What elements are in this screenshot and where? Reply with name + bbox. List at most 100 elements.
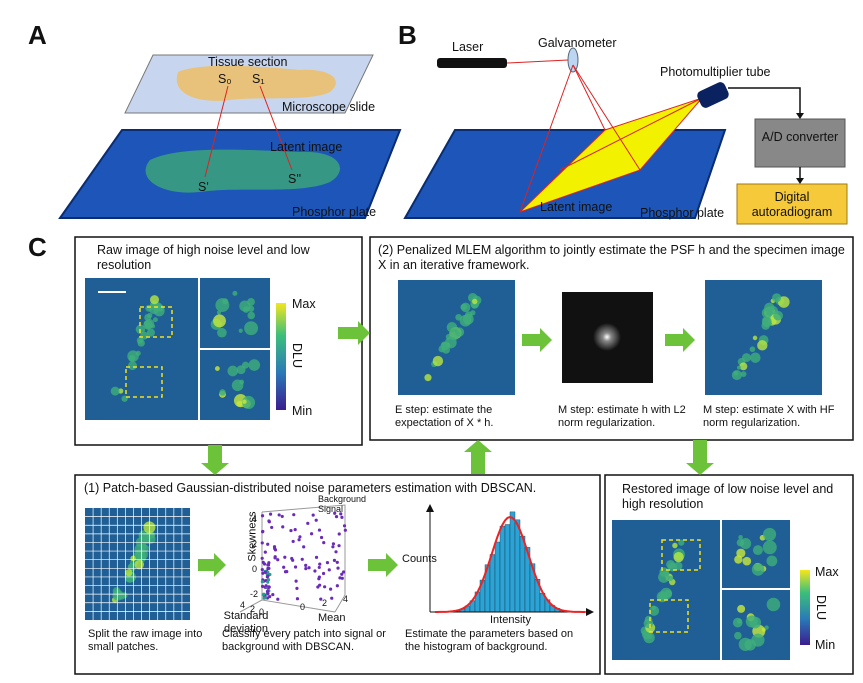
scatter-point xyxy=(337,544,340,547)
image-feature xyxy=(763,540,777,554)
scatter-point xyxy=(322,572,325,575)
label: Tissue section xyxy=(208,55,287,70)
image-feature xyxy=(733,618,743,628)
scatter-point xyxy=(322,541,325,544)
galvanometer xyxy=(568,48,578,72)
tick-label: 2 xyxy=(252,539,257,550)
tick-label: 0 xyxy=(259,607,264,618)
scatter-point xyxy=(261,580,264,583)
scatter-point xyxy=(342,570,345,573)
image-feature xyxy=(666,560,675,569)
image-feature xyxy=(215,298,229,312)
image-feature xyxy=(668,576,673,581)
scatter-point xyxy=(333,559,336,562)
scatter-point xyxy=(261,585,264,588)
image-feature xyxy=(674,552,684,562)
hist-bar xyxy=(495,542,500,612)
image-feature xyxy=(750,346,756,352)
scatter-point xyxy=(296,597,299,600)
image-feature xyxy=(773,311,783,321)
flow-arrow xyxy=(198,553,226,577)
image-feature xyxy=(153,317,158,322)
scatter-point xyxy=(261,514,264,517)
hist-bar xyxy=(520,536,525,612)
tick-label: 4 xyxy=(343,594,348,605)
image-feature xyxy=(753,336,758,341)
scatter-point xyxy=(266,574,269,577)
scatter-point xyxy=(289,529,292,532)
box-title: Restored image of low noise level and hi… xyxy=(622,482,842,512)
scatter-point xyxy=(282,566,285,569)
caption: M step: estimate h with L2 norm regulari… xyxy=(558,404,693,430)
psf-spot xyxy=(593,323,621,351)
scatter-point xyxy=(338,576,341,579)
image-feature xyxy=(737,366,741,370)
image-feature xyxy=(732,370,742,380)
scatter-point xyxy=(336,561,339,564)
photomultiplier-tube xyxy=(696,81,731,110)
flow-arrow xyxy=(201,445,229,475)
scatter-point xyxy=(267,519,270,522)
scatter-point xyxy=(290,557,293,560)
image-feature xyxy=(236,401,242,407)
scatter-point xyxy=(264,551,267,554)
scatter-point xyxy=(310,532,313,535)
scatter-point xyxy=(318,528,321,531)
label: Laser xyxy=(452,40,483,55)
figure-graphics xyxy=(0,0,863,683)
scatter-point xyxy=(312,513,315,516)
image-feature xyxy=(739,362,747,370)
scatter-point xyxy=(261,541,264,544)
image-feature xyxy=(143,320,153,330)
image-feature xyxy=(112,590,123,601)
flow-arrow xyxy=(522,328,552,352)
scatter-point xyxy=(265,584,268,587)
label: Latent image xyxy=(270,140,342,155)
caption: M step: estimate X with HF norm regulari… xyxy=(703,404,843,430)
image-feature xyxy=(433,356,443,366)
scatter-point xyxy=(281,515,284,518)
laser-beam xyxy=(507,60,568,63)
scatter-point xyxy=(294,528,297,531)
image-feature xyxy=(137,549,148,560)
arrowhead xyxy=(796,113,804,119)
scatter-point xyxy=(326,561,329,564)
axis-label: Intensity xyxy=(490,614,531,627)
tick-label: 0 xyxy=(300,602,305,613)
image-feature xyxy=(752,563,765,576)
scatter-point xyxy=(331,545,334,548)
image-feature xyxy=(239,329,243,333)
scatter-point xyxy=(281,525,284,528)
scatter-point xyxy=(340,516,343,519)
image-feature xyxy=(767,598,781,612)
caption: Split the raw image into small patches. xyxy=(88,628,218,654)
label: Microscope slide xyxy=(282,100,375,115)
image-feature xyxy=(129,355,136,362)
image-feature xyxy=(227,366,238,377)
scatter-point xyxy=(313,569,316,572)
scatter-point xyxy=(264,596,267,599)
image-feature xyxy=(734,555,742,563)
image-feature xyxy=(232,291,237,296)
label: S₁ xyxy=(252,72,265,87)
image-feature xyxy=(644,619,654,629)
image-feature xyxy=(134,560,143,569)
image-feature xyxy=(763,528,776,541)
panel-label: B xyxy=(398,20,417,51)
hist-bar xyxy=(515,520,520,612)
legend-entry: Signal xyxy=(318,504,343,515)
scatter-point xyxy=(276,598,279,601)
scatter-point xyxy=(283,556,286,559)
image-feature xyxy=(764,303,774,313)
scatter-point xyxy=(267,567,270,570)
scatter-point xyxy=(261,572,264,575)
image-feature xyxy=(217,328,227,338)
image-feature xyxy=(455,314,462,321)
scatter-point xyxy=(297,538,300,541)
scatter-point xyxy=(332,542,335,545)
caption: Estimate the parameters based on the his… xyxy=(405,628,590,654)
label: Galvanometer xyxy=(538,36,617,51)
figure: A Tissue section S₀ S₁ Microscope slide … xyxy=(0,0,863,683)
scatter-point xyxy=(266,543,269,546)
scatter-point xyxy=(266,563,269,566)
